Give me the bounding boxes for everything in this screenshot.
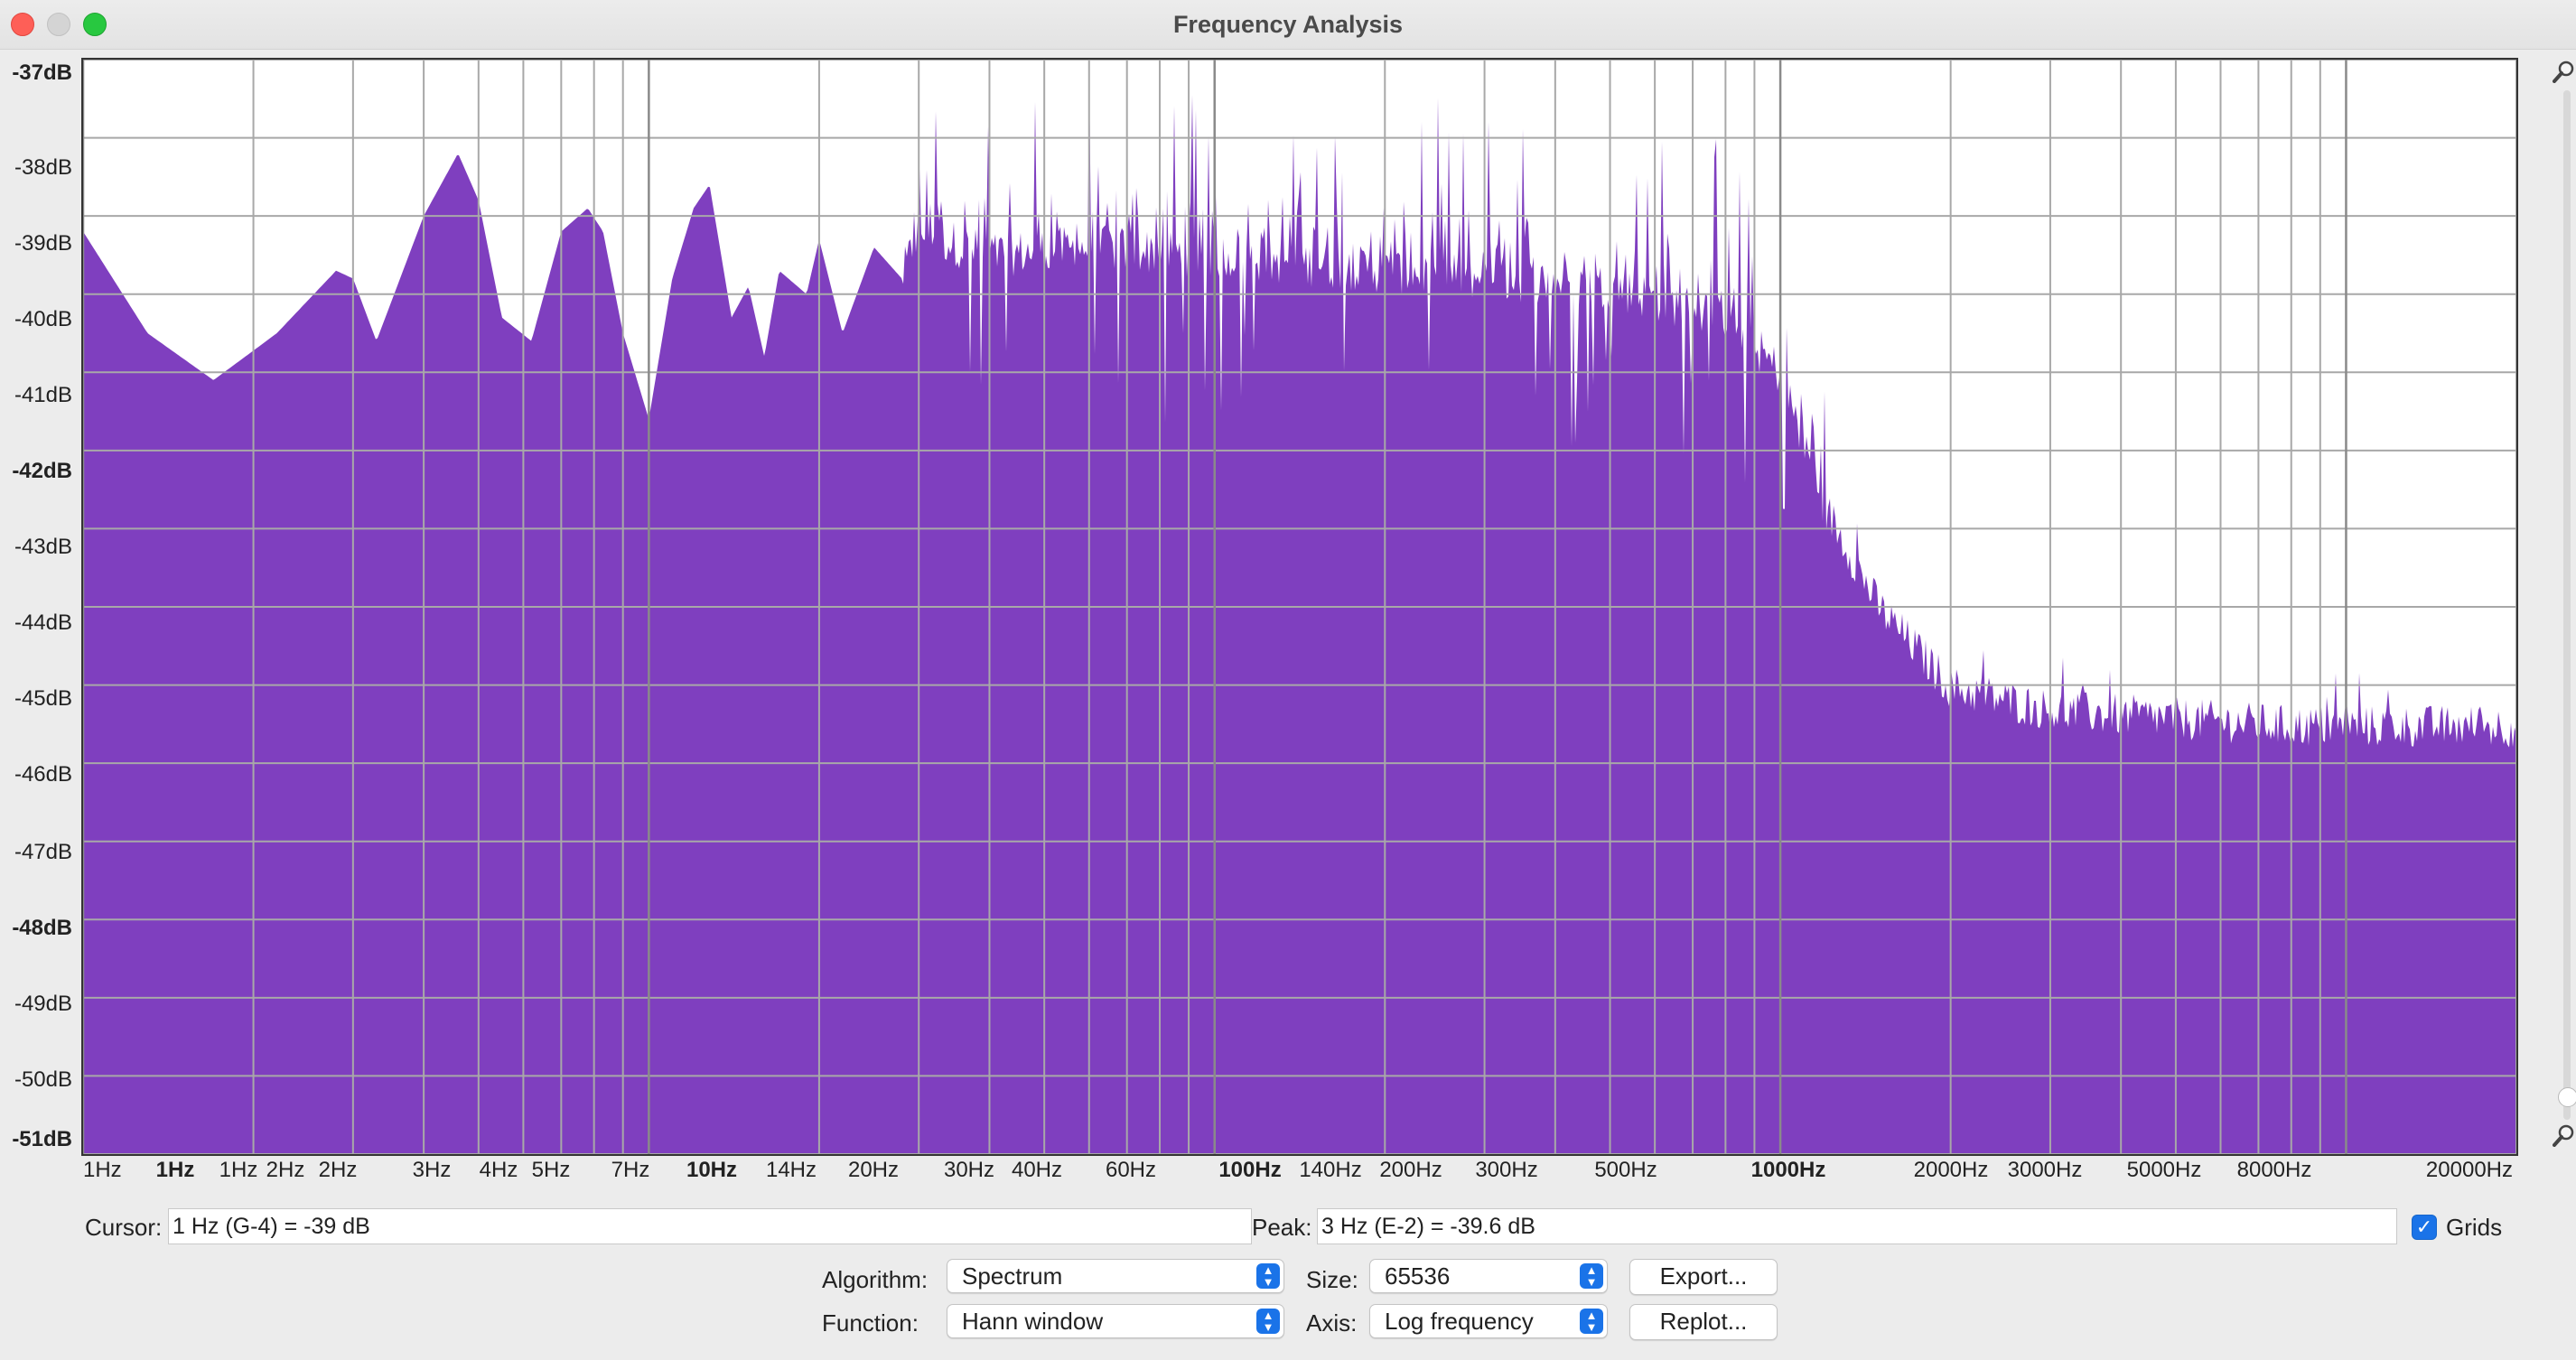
y-tick-label: -40dB — [14, 307, 72, 331]
vertical-grid — [83, 60, 2516, 1154]
y-tick-label: -39dB — [14, 231, 72, 256]
y-axis-labels: -37dB -38dB -39dB -40dB -41dB -42dB -43d… — [0, 58, 79, 1160]
spectrum-plot[interactable] — [81, 58, 2518, 1156]
y-tick-label: -41dB — [14, 383, 72, 407]
y-tick-label: -46dB — [14, 762, 72, 787]
chevron-up-down-icon: ▲ ▼ — [1580, 1263, 1603, 1289]
x-tick-label: 20Hz — [847, 1158, 900, 1182]
function-select[interactable]: Hann window ▲ ▼ — [947, 1304, 1284, 1338]
y-tick-label: -50dB — [14, 1067, 72, 1092]
export-button[interactable]: Export... — [1629, 1259, 1778, 1295]
zoom-slider-thumb[interactable] — [2558, 1087, 2576, 1107]
x-tick-label: 5000Hz — [2126, 1158, 2202, 1182]
close-window-button[interactable] — [11, 13, 34, 36]
algorithm-label: Algorithm: — [822, 1266, 929, 1293]
x-axis-labels: 1Hz 1Hz 1Hz 2Hz 2Hz 3Hz 4Hz 5Hz 7Hz 10Hz… — [81, 1156, 2515, 1192]
x-tick-label: 7Hz — [611, 1158, 650, 1182]
grids-label: Grids — [2446, 1214, 2503, 1241]
x-tick-label: 1000Hz — [1750, 1158, 1826, 1182]
x-tick-label: 3000Hz — [2007, 1158, 2083, 1182]
x-tick-label: 2Hz — [318, 1158, 358, 1182]
x-tick-label: 100Hz — [1218, 1158, 1282, 1182]
title-bar: Frequency Analysis — [0, 0, 2576, 50]
axis-select[interactable]: Log frequency ▲ ▼ — [1369, 1304, 1608, 1338]
spectrum-svg — [83, 60, 2516, 1154]
x-tick-label: 4Hz — [479, 1158, 518, 1182]
y-tick-label: -47dB — [14, 840, 72, 864]
y-tick-label: -49dB — [14, 992, 72, 1016]
function-label: Function: — [822, 1309, 919, 1337]
x-tick-label: 3Hz — [412, 1158, 452, 1182]
x-tick-label: 1Hz — [83, 1158, 122, 1182]
peak-readout: 3 Hz (E-2) = -39.6 dB — [1317, 1208, 2397, 1244]
x-tick-label: 20000Hz — [2425, 1158, 2513, 1182]
x-tick-label: 2Hz — [266, 1158, 305, 1182]
cursor-readout: 1 Hz (G-4) = -39 dB — [168, 1208, 1252, 1244]
chevron-up-down-icon: ▲ ▼ — [1256, 1309, 1280, 1334]
x-tick-label: 1Hz — [155, 1158, 195, 1182]
zoom-out-icon[interactable] — [2553, 1123, 2576, 1147]
y-tick-label: -42dB — [12, 459, 72, 483]
x-tick-label: 1Hz — [219, 1158, 258, 1182]
spectrum-bars — [83, 74, 2516, 1154]
x-tick-label: 8000Hz — [2236, 1158, 2312, 1182]
cursor-label: Cursor: — [85, 1214, 163, 1241]
chevron-up-down-icon: ▲ ▼ — [1256, 1263, 1280, 1289]
window-title: Frequency Analysis — [1172, 11, 1404, 38]
x-tick-label: 500Hz — [1594, 1158, 1657, 1182]
zoom-in-icon[interactable] — [2553, 60, 2576, 83]
chevron-up-down-icon: ▲ ▼ — [1580, 1309, 1603, 1334]
axis-value: Log frequency — [1385, 1308, 1534, 1335]
y-tick-label: -51dB — [12, 1127, 72, 1151]
axis-label: Axis: — [1306, 1309, 1358, 1337]
x-tick-label: 200Hz — [1379, 1158, 1442, 1182]
y-tick-label: -45dB — [14, 686, 72, 711]
x-tick-label: 40Hz — [1011, 1158, 1063, 1182]
grids-checkbox[interactable]: ✓ — [2412, 1215, 2437, 1240]
algorithm-select[interactable]: Spectrum ▲ ▼ — [947, 1259, 1284, 1293]
function-value: Hann window — [962, 1308, 1104, 1335]
x-tick-label: 300Hz — [1475, 1158, 1538, 1182]
size-select[interactable]: 65536 ▲ ▼ — [1369, 1259, 1608, 1293]
horizontal-grid — [83, 60, 2516, 1154]
x-tick-label: 10Hz — [686, 1158, 738, 1182]
minimize-window-button[interactable] — [47, 13, 70, 36]
x-tick-label: 30Hz — [943, 1158, 995, 1182]
y-tick-label: -37dB — [12, 61, 72, 85]
y-tick-label: -43dB — [14, 535, 72, 559]
size-value: 65536 — [1385, 1262, 1451, 1290]
x-tick-label: 60Hz — [1105, 1158, 1157, 1182]
algorithm-value: Spectrum — [962, 1262, 1063, 1290]
x-tick-label: 2000Hz — [1913, 1158, 1989, 1182]
y-tick-label: -48dB — [12, 916, 72, 940]
spectrum-area — [83, 74, 2516, 1154]
y-tick-label: -44dB — [14, 610, 72, 635]
replot-button[interactable]: Replot... — [1629, 1304, 1778, 1340]
peak-label: Peak: — [1252, 1214, 1312, 1241]
zoom-window-button[interactable] — [83, 13, 107, 36]
y-tick-label: -38dB — [14, 155, 72, 180]
zoom-slider-track[interactable] — [2563, 90, 2571, 1120]
x-tick-label: 5Hz — [531, 1158, 571, 1182]
size-label: Size: — [1306, 1266, 1358, 1293]
x-tick-label: 140Hz — [1299, 1158, 1362, 1182]
x-tick-label: 14Hz — [765, 1158, 817, 1182]
